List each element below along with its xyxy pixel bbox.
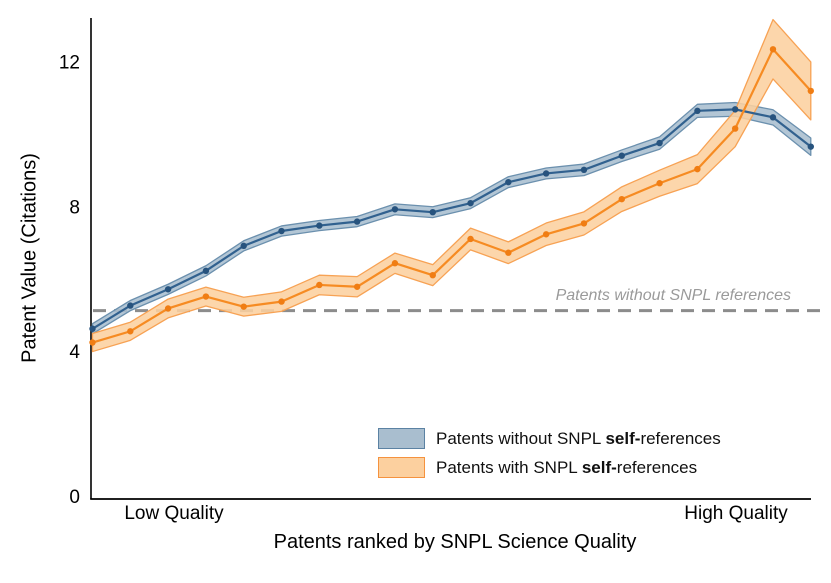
x-axis-title: Patents ranked by SNPL Science Quality (273, 531, 637, 553)
data-point (656, 139, 663, 147)
data-point (391, 206, 399, 213)
data-point (580, 166, 588, 174)
data-point (127, 302, 134, 309)
data-point (391, 260, 399, 267)
data-point (353, 283, 361, 290)
legend-swatch-blue (378, 428, 425, 449)
data-point (505, 249, 512, 256)
data-point (353, 218, 361, 225)
legend-item-with-self-references: Patents with SNPL self-references (378, 457, 721, 478)
data-point (202, 293, 210, 300)
data-point (429, 271, 436, 279)
data-point (694, 107, 701, 115)
y-tick-label: 8 (69, 197, 80, 218)
data-point (467, 235, 474, 243)
legend: Patents without SNPL self-references Pat… (378, 428, 721, 478)
data-point (807, 143, 814, 150)
data-point (731, 125, 739, 132)
x-tick-low-quality: Low Quality (124, 503, 224, 524)
data-point (731, 106, 739, 113)
data-point (164, 305, 172, 312)
data-point (240, 303, 247, 310)
data-point (467, 199, 474, 207)
data-point (278, 298, 285, 305)
confidence-band-orange (91, 18, 812, 353)
data-point (694, 165, 701, 173)
reference-line-label: Patents without SNPL references (555, 287, 791, 304)
legend-swatch-orange (378, 457, 425, 478)
series-line-orange (92, 48, 812, 344)
data-point (316, 281, 323, 289)
data-point (542, 231, 550, 238)
confidence-band-blue (91, 101, 812, 335)
y-tick-label: 12 (59, 53, 80, 74)
data-point (164, 286, 172, 293)
series-line-blue (91, 108, 812, 330)
data-point (618, 195, 625, 203)
data-point (240, 242, 247, 250)
data-point (505, 178, 512, 186)
data-point (202, 267, 210, 275)
data-point (542, 170, 550, 177)
data-point (127, 328, 134, 335)
data-point (89, 325, 96, 332)
y-tick-label: 4 (69, 342, 80, 363)
data-point (316, 222, 323, 229)
legend-item-without-self-references: Patents without SNPL self-references (378, 428, 721, 449)
legend-label: Patents without SNPL self-references (436, 428, 721, 448)
data-point (278, 227, 285, 235)
data-point (429, 208, 436, 216)
data-point (656, 180, 663, 187)
data-point (769, 114, 777, 121)
x-tick-high-quality: High Quality (684, 503, 788, 524)
data-point (618, 152, 625, 159)
data-point (769, 46, 777, 53)
y-tick-label: 0 (69, 487, 80, 508)
data-point (807, 87, 814, 95)
legend-label: Patents with SNPL self-references (436, 457, 698, 477)
y-axis-title: Patent Value (Citations) (18, 153, 41, 363)
data-point (580, 220, 588, 227)
data-point (89, 339, 96, 346)
